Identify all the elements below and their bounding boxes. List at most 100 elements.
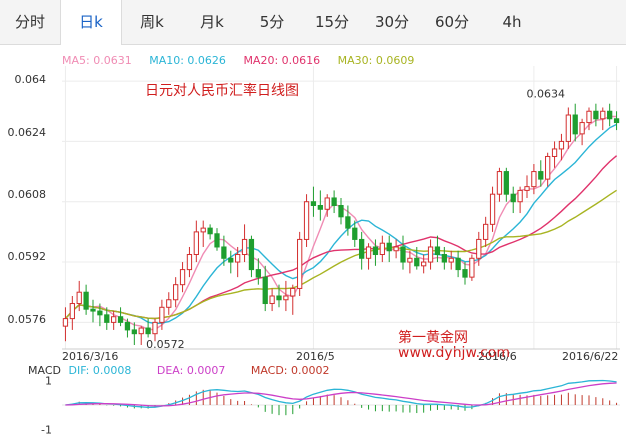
y-tick-label: 0.0592 xyxy=(7,250,47,263)
candle-body xyxy=(510,193,516,203)
candle-body xyxy=(97,310,103,316)
candle-body xyxy=(517,189,523,203)
candle-body xyxy=(593,110,599,120)
candle-body xyxy=(476,238,482,259)
candle-body xyxy=(434,246,441,256)
candle-body xyxy=(455,257,461,271)
candle-body xyxy=(83,291,89,310)
candle-body xyxy=(193,231,199,256)
timeframe-tabs: 分时 日k 周k 月k 5分 15分 30分 60分 4h xyxy=(0,0,626,45)
tab-5[interactable]: 15分 xyxy=(314,13,350,31)
y-tick-label: 0.064 xyxy=(14,73,47,86)
candle-body xyxy=(290,287,296,297)
candle-body xyxy=(565,114,571,142)
candle-body xyxy=(124,321,131,331)
candle-body xyxy=(255,269,261,278)
x-tick-label: 2016/5 xyxy=(296,350,335,363)
candle-body xyxy=(600,110,606,120)
low-annotation: 0.0572 xyxy=(146,338,185,351)
tab-8[interactable]: 4h xyxy=(502,13,522,31)
y-tick-label: 0.0624 xyxy=(7,126,47,139)
candle-body xyxy=(400,246,406,263)
candle-body xyxy=(214,233,220,248)
candle-body xyxy=(503,171,509,195)
candle-body xyxy=(248,238,255,271)
candle-body xyxy=(283,295,289,301)
candle-body xyxy=(200,227,206,233)
ma30-line xyxy=(64,189,617,320)
candle-body xyxy=(469,257,475,278)
candle-body xyxy=(276,295,282,301)
candle-body xyxy=(228,257,234,263)
candle-body xyxy=(448,257,454,263)
candle-body xyxy=(69,303,75,320)
candle-body xyxy=(297,238,303,289)
high-annotation: 0.0634 xyxy=(527,88,566,101)
macd-title: MACD xyxy=(28,364,61,377)
x-tick-label: 2016/3/16 xyxy=(62,350,119,363)
candle-body xyxy=(145,327,151,335)
tab-3[interactable]: 月k xyxy=(200,13,224,31)
tab-6[interactable]: 30分 xyxy=(374,13,410,31)
macd-tick-label: 1 xyxy=(45,374,52,387)
candle-body xyxy=(524,186,530,191)
candle-body xyxy=(579,122,585,135)
candle-body xyxy=(303,201,310,240)
candle-body xyxy=(427,246,434,263)
candle-body xyxy=(310,201,317,207)
candle-body xyxy=(179,269,186,286)
candle-body xyxy=(324,197,330,210)
candle-body xyxy=(538,171,544,180)
y-tick-label: 0.0608 xyxy=(7,188,47,201)
candle-body xyxy=(489,193,496,225)
candle-body xyxy=(365,246,372,259)
dif-line xyxy=(65,379,617,409)
candle-body xyxy=(235,254,241,263)
candle-body xyxy=(345,216,351,229)
ma30-label: MA30: 0.0609 xyxy=(337,54,415,67)
y-tick-label: 0.0576 xyxy=(7,313,47,326)
tab-0[interactable]: 分时 xyxy=(14,13,45,31)
candle-body xyxy=(62,318,69,327)
candle-body xyxy=(173,284,179,301)
candle-body xyxy=(269,295,275,305)
tab-2[interactable]: 周k xyxy=(140,13,164,31)
ma10-label: MA10: 0.0626 xyxy=(149,54,226,67)
candle-body xyxy=(551,148,558,157)
candle-body xyxy=(138,327,144,335)
ma20-label: MA20: 0.0616 xyxy=(243,54,321,67)
watermark-name: 第一黄金网 xyxy=(398,330,468,346)
candle-body xyxy=(545,155,551,180)
candle-body xyxy=(386,242,392,252)
candle-body xyxy=(331,197,337,206)
chart-title: 日元对人民币汇率日线图 xyxy=(145,83,299,99)
candle-body xyxy=(352,227,358,240)
candle-body xyxy=(152,321,158,335)
candle-body xyxy=(572,114,578,135)
candle-body xyxy=(421,261,427,267)
candle-body xyxy=(393,246,399,252)
candle-body xyxy=(111,316,117,323)
macd-legend: MACD DIF: 0.0008 DEA: 0.0007 MACD: 0.000… xyxy=(28,364,352,377)
macd-value-label: MACD: 0.0002 xyxy=(250,364,330,377)
dea-line xyxy=(65,382,617,407)
candle-body xyxy=(379,242,385,256)
ma5-label: MA5: 0.0631 xyxy=(62,54,132,67)
candle-body xyxy=(76,291,82,305)
candle-body xyxy=(483,223,489,240)
candle-body xyxy=(613,118,620,124)
tab-1[interactable]: 日k xyxy=(60,0,122,45)
candle-body xyxy=(558,140,565,150)
macd-tick-label: -1 xyxy=(41,424,52,437)
candle-body xyxy=(607,110,613,120)
candle-body xyxy=(407,257,413,263)
candle-body xyxy=(104,314,110,323)
tab-4[interactable]: 5分 xyxy=(259,13,285,31)
candle-body xyxy=(159,306,165,323)
candle-body xyxy=(90,308,96,312)
dif-label: DIF: 0.0008 xyxy=(68,364,132,377)
tab-7[interactable]: 60分 xyxy=(434,13,470,31)
candle-body xyxy=(496,171,503,195)
candle-body xyxy=(441,254,447,263)
